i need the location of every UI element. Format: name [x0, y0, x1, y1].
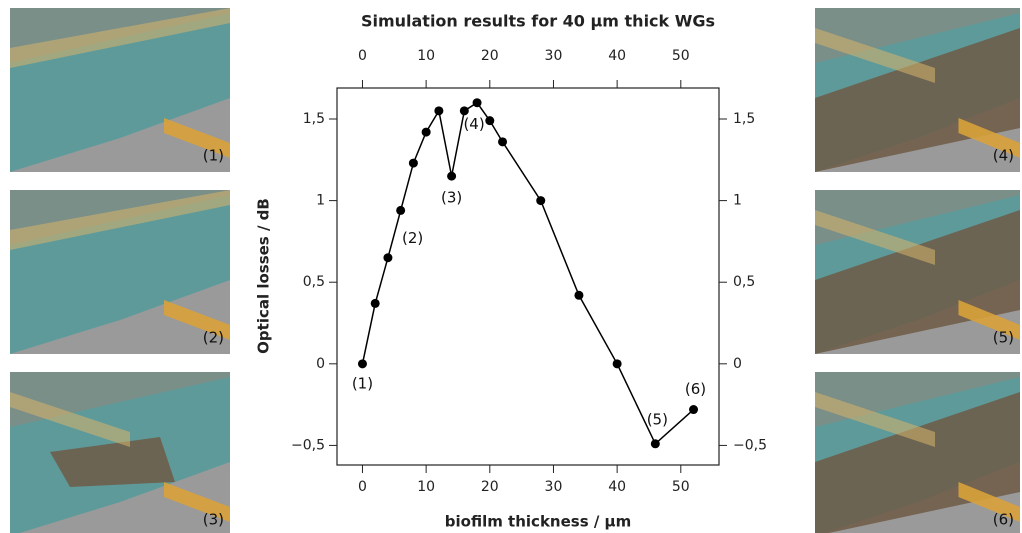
waveguide	[164, 300, 230, 340]
x-tick-label: 50	[672, 479, 690, 495]
y-tick-label: 0	[316, 356, 325, 372]
waveguide	[164, 482, 230, 522]
panel-floor	[824, 462, 1020, 533]
x-tick-label-top: 30	[545, 48, 563, 64]
panel-label: (2)	[203, 329, 224, 347]
x-tick-label-top: 20	[481, 48, 499, 64]
series-line	[361, 101, 695, 446]
data-point	[383, 253, 393, 263]
x-tick-label: 40	[608, 479, 626, 495]
annotation: (3)	[441, 189, 462, 207]
data-point	[472, 98, 482, 108]
data-point	[459, 106, 469, 116]
panel-floor	[815, 280, 1020, 354]
panel-label: (6)	[993, 511, 1014, 529]
y-tick-label-right: 1	[733, 193, 742, 209]
data-point	[408, 158, 418, 168]
data-point	[536, 196, 546, 206]
y-tick-label: 1	[316, 193, 325, 209]
panel: (2)	[10, 190, 230, 354]
annotation: (5)	[647, 410, 668, 428]
plot-frame	[336, 87, 720, 466]
annotation: (1)	[352, 374, 373, 392]
panel-label: (3)	[203, 511, 224, 529]
data-point	[650, 439, 660, 449]
x-tick-label-top: 40	[608, 48, 626, 64]
x-tick-label-top: 50	[672, 48, 690, 64]
waveguide	[10, 8, 230, 68]
chart-title: Simulation results for 40 µm thick WGs	[361, 12, 715, 31]
data-point	[421, 127, 431, 137]
panel-floor	[815, 98, 1020, 172]
y-tick-label-right: 0,5	[733, 274, 755, 290]
data-point	[447, 171, 457, 181]
waveguide	[815, 392, 935, 447]
panel: (6)	[815, 372, 1020, 533]
x-tick-label-top: 10	[417, 48, 435, 64]
annotation: (4)	[463, 115, 484, 133]
data-point	[370, 298, 380, 308]
y-tick-label: 0,5	[303, 274, 325, 290]
data-point	[434, 106, 444, 116]
x-axis-label: biofilm thickness / µm	[445, 513, 631, 531]
waveguide	[10, 392, 130, 447]
panels: (1) (2) (3) (4) (5) (6)	[10, 8, 1020, 533]
data-point	[485, 116, 495, 126]
data-point	[612, 359, 622, 369]
y-tick-label-right: 1,5	[733, 111, 755, 127]
waveguide	[958, 300, 1020, 340]
y-tick-label: 1,5	[303, 111, 325, 127]
data-point	[498, 137, 508, 147]
y-tick-label-right: −0,5	[733, 437, 767, 453]
annotation: (6)	[685, 380, 706, 398]
panel: (4)	[815, 8, 1020, 172]
panel-floor	[10, 280, 230, 354]
waveguide	[958, 118, 1020, 158]
panel: (3)	[10, 372, 230, 533]
x-tick-label: 30	[545, 479, 563, 495]
x-tick-label-top: 0	[358, 48, 367, 64]
waveguide	[164, 118, 230, 158]
waveguide	[958, 482, 1020, 522]
data-point	[357, 359, 367, 369]
panel: (1)	[10, 8, 230, 172]
biofilm	[50, 437, 175, 487]
panel-floor	[10, 98, 230, 172]
data-point	[396, 205, 406, 215]
waveguide	[815, 210, 935, 265]
x-tick-label: 20	[481, 479, 499, 495]
panel-label: (4)	[993, 147, 1014, 165]
y-tick-label: −0,5	[291, 437, 325, 453]
x-tick-label: 10	[417, 479, 435, 495]
data-point	[689, 405, 699, 415]
x-tick-label: 0	[358, 479, 367, 495]
annotation: (2)	[402, 229, 423, 247]
y-axis-label: Optical losses / dB	[255, 198, 273, 354]
panel-label: (5)	[993, 329, 1014, 347]
waveguide	[10, 190, 230, 250]
panel-label: (1)	[203, 147, 224, 165]
data-point	[574, 290, 584, 300]
panel-floor	[19, 462, 230, 533]
panel: (5)	[815, 190, 1020, 354]
y-tick-label-right: 0	[733, 356, 742, 372]
waveguide	[815, 28, 935, 83]
